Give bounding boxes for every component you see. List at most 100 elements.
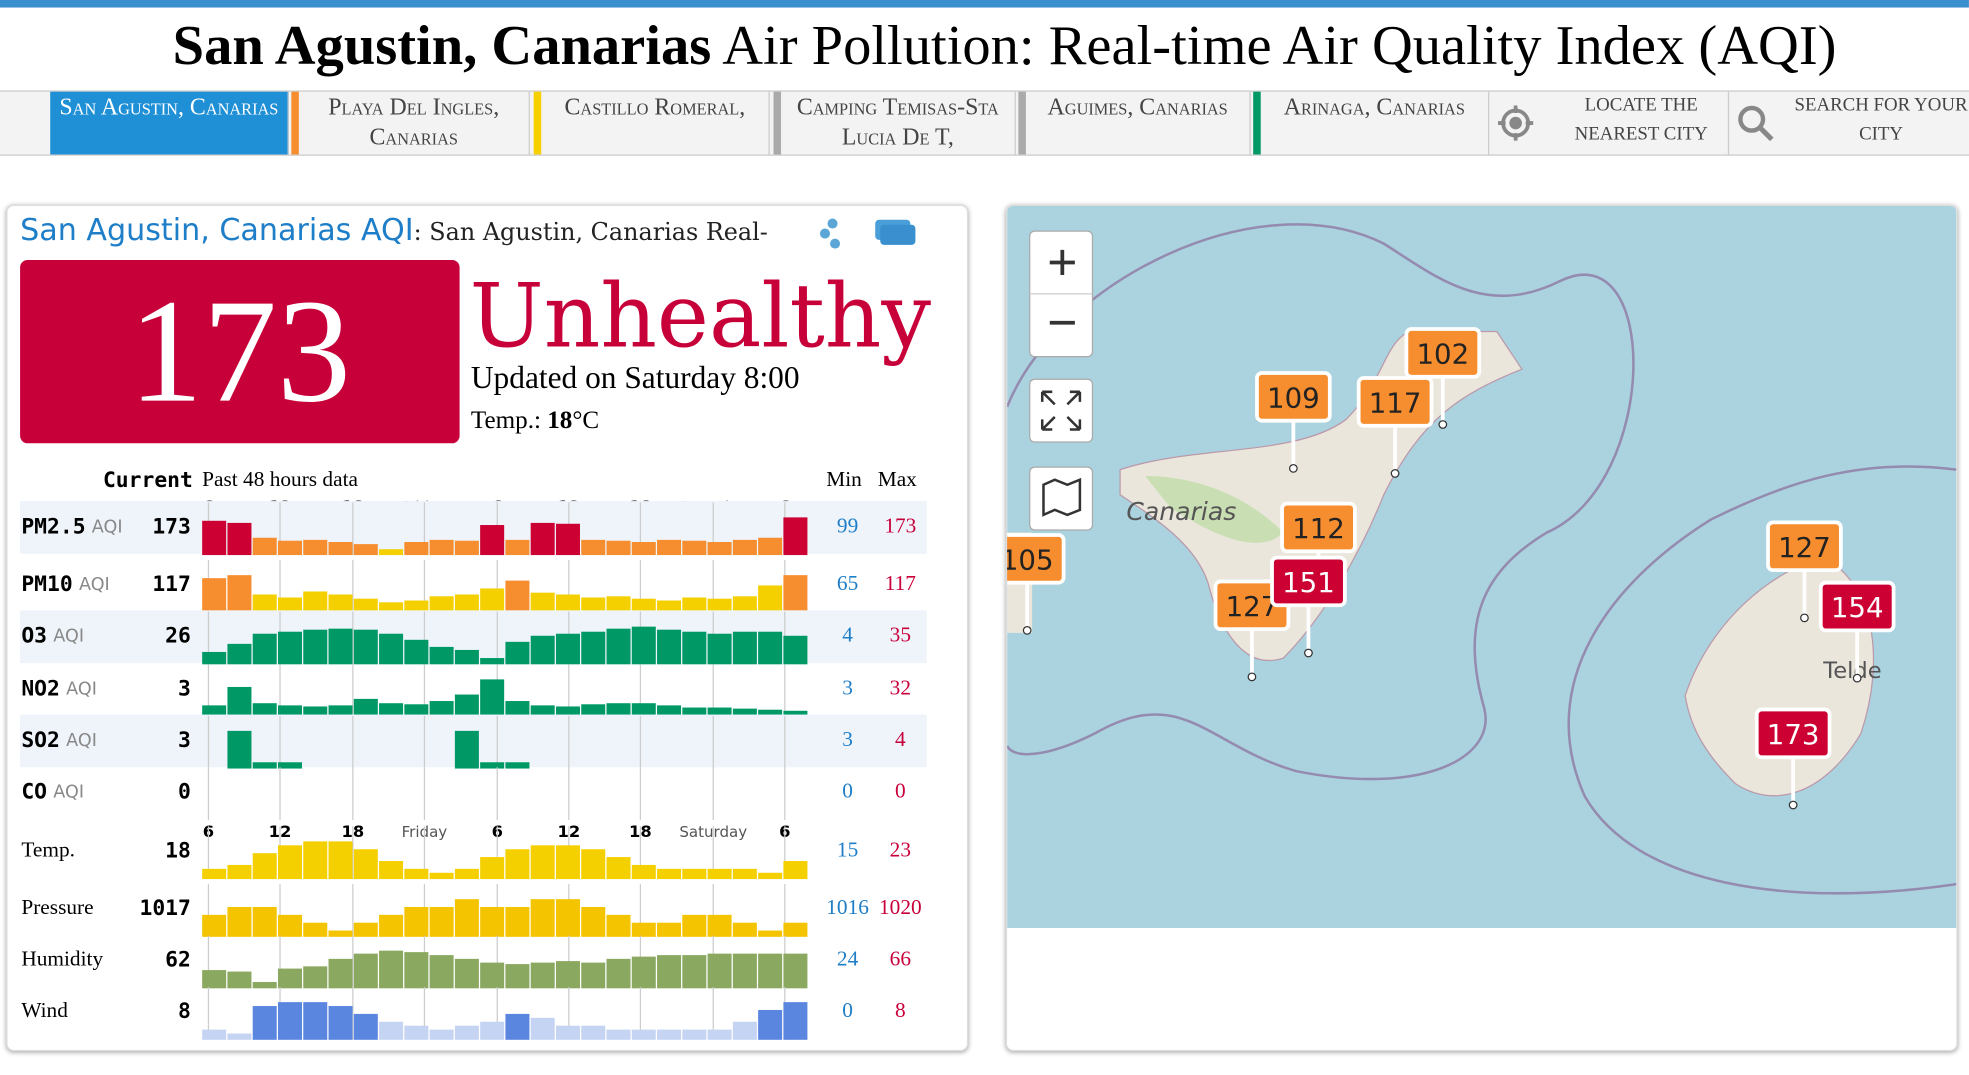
history-bar <box>732 631 757 665</box>
history-bar <box>505 641 530 665</box>
history-bar <box>758 953 783 989</box>
history-bar <box>657 539 682 556</box>
history-bar <box>277 705 302 718</box>
history-bar <box>353 1013 378 1040</box>
history-bar <box>732 868 757 880</box>
marker-dot <box>1288 464 1298 473</box>
history-bar <box>303 966 328 989</box>
history-bar <box>732 539 757 556</box>
row-name: PM10 AQI <box>21 572 109 597</box>
share-icons[interactable] <box>817 212 917 252</box>
history-bar <box>530 899 555 937</box>
history-bar <box>530 522 555 556</box>
row-unit: AQI <box>66 679 97 699</box>
temp-unit: °C <box>572 406 600 435</box>
row-min: 0 <box>842 998 853 1022</box>
history-bar <box>758 1009 783 1040</box>
locate-text: LOCATE THE NEAREST CITY <box>1574 95 1708 145</box>
city-marker[interactable]: 102 <box>1404 327 1482 429</box>
history-bar <box>454 958 479 989</box>
row-min: 3 <box>842 727 853 751</box>
row-min: 3 <box>842 675 853 699</box>
history-bar <box>581 539 606 556</box>
history-bar <box>429 907 454 937</box>
marker-value: 105 <box>1007 543 1053 576</box>
history-bar <box>379 861 404 880</box>
history-bar <box>353 698 378 718</box>
marker-value: 112 <box>1292 512 1345 545</box>
marker-dot <box>1390 469 1400 478</box>
row-current: 3 <box>178 728 191 753</box>
marker-value: 173 <box>1767 718 1820 751</box>
row-min: 99 <box>837 513 858 537</box>
history-bar <box>454 694 479 718</box>
city-marker[interactable]: 127 <box>1766 520 1843 623</box>
history-bar <box>555 594 580 613</box>
city-marker[interactable]: 154 <box>1818 580 1896 683</box>
history-bar <box>353 544 378 556</box>
history-bar <box>530 635 555 665</box>
history-bar <box>758 709 783 718</box>
row-unit: AQI <box>53 782 84 802</box>
marker-value: 102 <box>1416 337 1469 370</box>
history-bar <box>404 541 429 556</box>
history-bar <box>454 730 479 769</box>
city-tab[interactable]: Playa Del Ingles, Canarias <box>291 91 530 155</box>
history-bar <box>505 907 530 937</box>
history-bar <box>480 762 505 769</box>
aqi-panel: San Agustin, Canarias AQI: San Agustin, … <box>6 204 969 1052</box>
search-button[interactable]: SEARCH FOR YOUR CITY <box>1730 92 1969 155</box>
history-bar <box>404 907 429 937</box>
history-bar <box>277 845 302 880</box>
map[interactable]: Canarias Telde 1021091171121271511051271… <box>1007 205 1957 929</box>
search-icon <box>1738 105 1774 142</box>
city-marker[interactable]: 105 <box>1007 533 1066 635</box>
temp-value: 18 <box>547 406 573 435</box>
history-bar <box>429 596 454 613</box>
history-bar <box>505 849 530 880</box>
history-bar <box>429 646 454 665</box>
zoom-controls[interactable] <box>1029 230 1094 358</box>
row-max: 32 <box>890 675 911 699</box>
history-bar <box>606 540 631 556</box>
history-bar <box>758 585 783 613</box>
city-tab[interactable]: Aguimes, Canarias <box>1018 91 1251 155</box>
marker-dot <box>1788 800 1798 810</box>
page-title: San Agustin, Canarias Air Pollution: Rea… <box>0 13 1969 78</box>
city-marker[interactable]: 173 <box>1754 707 1832 810</box>
city-marker[interactable]: 117 <box>1356 376 1434 478</box>
history-bar <box>328 958 353 989</box>
history-bar <box>480 962 505 989</box>
history-bar <box>202 970 227 989</box>
row-min: 4 <box>842 623 853 647</box>
map-label: Canarias <box>1126 497 1236 526</box>
row-max: 66 <box>890 947 912 971</box>
history-bar <box>707 868 732 880</box>
map-layers-button[interactable] <box>1029 466 1094 531</box>
marker-value: 117 <box>1369 386 1422 419</box>
row-current: 62 <box>165 948 191 973</box>
history-bar <box>404 600 429 613</box>
row-current: 0 <box>178 779 191 804</box>
fullscreen-button[interactable] <box>1029 378 1094 443</box>
history-bar <box>227 907 252 937</box>
temperature: Temp.: 18°C <box>471 407 599 436</box>
row-max: 1020 <box>879 895 922 919</box>
city-marker[interactable]: 151 <box>1270 555 1347 658</box>
history-bar <box>252 703 277 718</box>
city-tab[interactable]: Castillo Romeral, <box>533 91 770 155</box>
history-bar <box>429 955 454 989</box>
marker-value: 151 <box>1282 566 1335 599</box>
locate-button[interactable]: LOCATE THE NEAREST CITY <box>1491 91 1730 155</box>
city-tab[interactable]: San Agustin, Canarias <box>50 91 289 155</box>
history-bar <box>328 841 353 880</box>
history-bar <box>606 596 631 613</box>
history-bar <box>606 857 631 880</box>
row-unit: AQI <box>92 517 123 537</box>
history-bar <box>328 1006 353 1040</box>
city-tab[interactable]: Camping Temisas-Sta Lucia De T, <box>773 91 1016 155</box>
aqi-status: Unhealthy <box>469 264 932 368</box>
city-tab[interactable]: Arinaga, Canarias <box>1253 91 1490 155</box>
history-bar <box>606 1029 631 1040</box>
city-marker[interactable]: 109 <box>1255 371 1332 473</box>
